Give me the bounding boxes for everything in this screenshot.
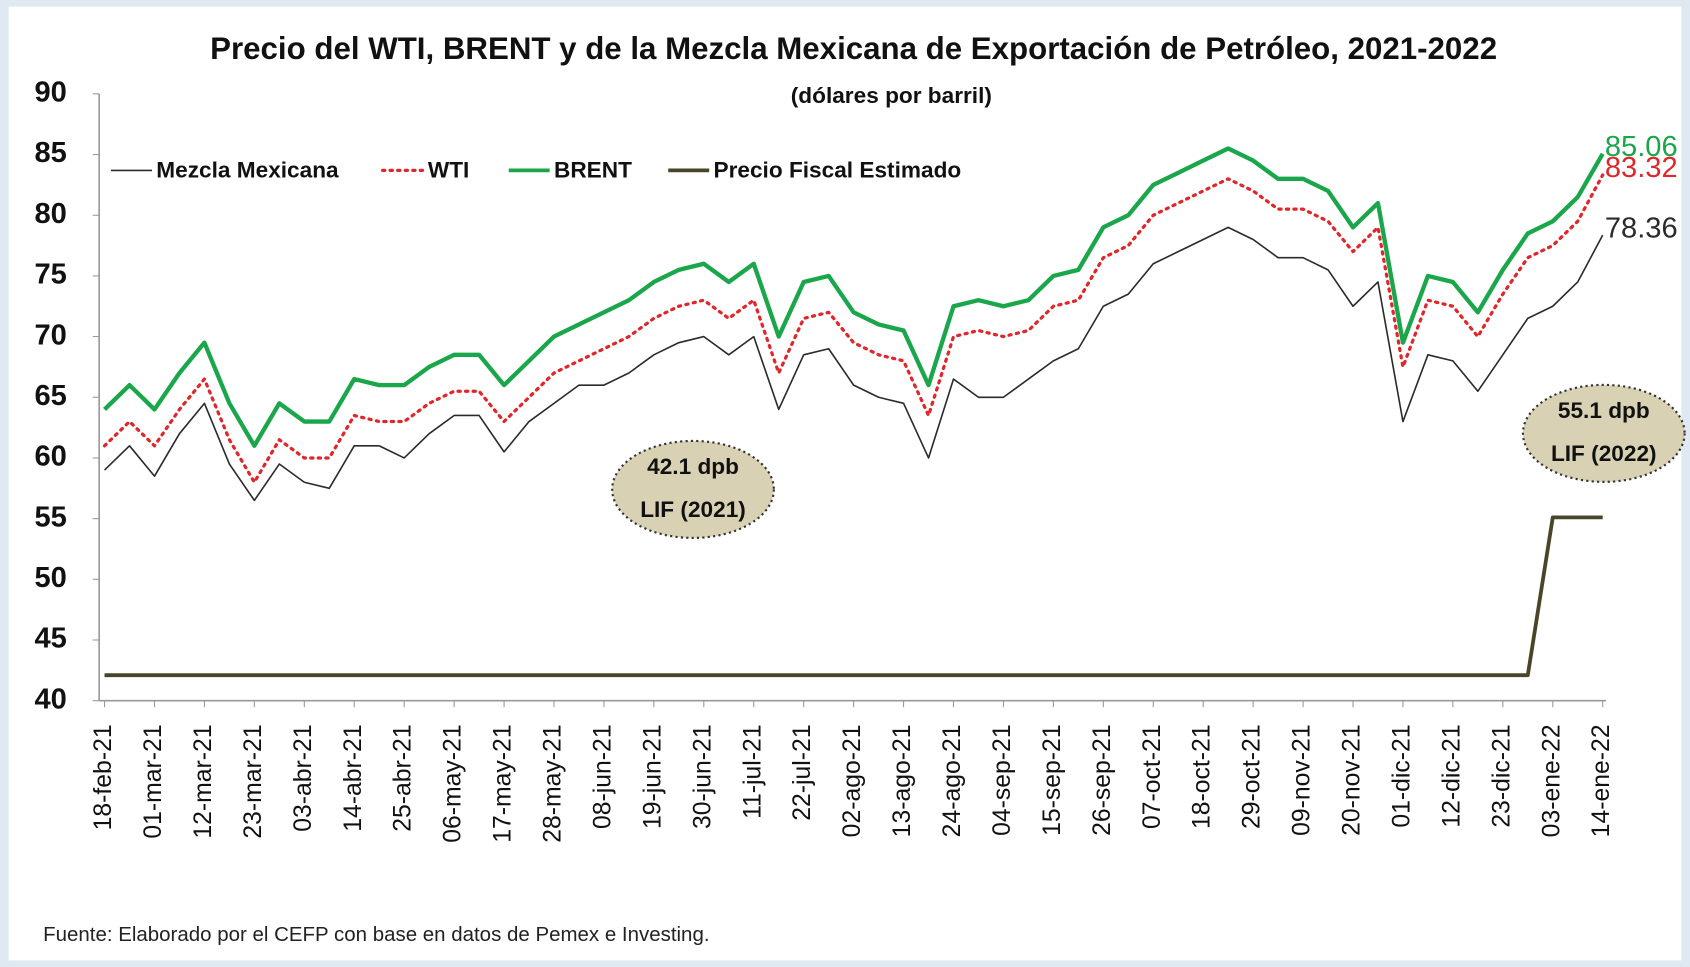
annotation-text: 55.1 dpb	[1558, 398, 1650, 423]
y-tick-label: 90	[34, 77, 66, 109]
y-tick-label: 85	[34, 137, 66, 169]
x-tick-label: 24-ago-21	[939, 724, 966, 837]
y-tick-label: 40	[34, 683, 66, 715]
x-tick-label: 03-abr-21	[290, 724, 317, 831]
x-tick-label: 23-dic-21	[1488, 724, 1515, 827]
y-tick-label: 55	[34, 501, 66, 533]
series-line	[103, 146, 1605, 448]
x-tick-label: 26-sep-21	[1089, 724, 1116, 836]
series-line	[102, 173, 1605, 484]
y-tick-label: 75	[34, 259, 66, 291]
x-tick-label: 29-oct-21	[1239, 724, 1266, 829]
y-tick-label: 45	[34, 623, 66, 655]
x-tick-label: 13-ago-21	[889, 724, 916, 837]
legend-label: BRENT	[554, 157, 632, 182]
y-tick-label: 70	[34, 319, 66, 351]
x-tick-label: 09-nov-21	[1289, 724, 1316, 836]
annotation-bubble	[611, 439, 775, 540]
x-tick-label: 19-jun-21	[639, 724, 666, 829]
annotation-bubble	[1521, 383, 1686, 483]
x-tick-label: 03-ene-22	[1538, 724, 1565, 837]
x-tick-label: 12-mar-21	[190, 724, 217, 838]
series-line	[103, 226, 1604, 502]
x-tick-label: 14-abr-21	[340, 724, 367, 831]
x-tick-label: 04-sep-21	[989, 724, 1016, 836]
chart-background	[8, 6, 1682, 961]
x-tick-label: 01-dic-21	[1388, 724, 1415, 827]
x-tick-label: 11-jul-21	[739, 724, 766, 819]
x-tick-label: 14-ene-22	[1588, 724, 1615, 837]
x-tick-label: 07-oct-21	[1139, 724, 1166, 829]
x-tick-label: 17-may-21	[490, 724, 517, 842]
annotation-text: 42.1 dpb	[647, 454, 739, 479]
end-value-label: 83.32	[1605, 152, 1678, 184]
end-value-label: 85.06	[1605, 131, 1678, 163]
y-tick-label: 50	[34, 562, 66, 594]
x-tick-label: 30-jun-21	[689, 724, 716, 829]
chart-title: Precio del WTI, BRENT y de la Mezcla Mex…	[210, 31, 1497, 66]
legend-label: Precio Fiscal Estimado	[714, 157, 962, 182]
x-tick-label: 28-may-21	[540, 724, 567, 842]
legend-label: WTI	[428, 157, 469, 182]
y-tick-label: 60	[34, 441, 66, 473]
x-tick-label: 15-sep-21	[1039, 724, 1066, 836]
x-tick-label: 02-ago-21	[839, 724, 866, 837]
x-tick-label: 08-jun-21	[589, 724, 616, 829]
x-tick-label: 18-feb-21	[90, 724, 117, 830]
source-note: Fuente: Elaborado por el CEFP con base e…	[43, 923, 709, 946]
x-tick-label: 06-may-21	[440, 724, 467, 842]
y-tick-label: 80	[34, 198, 66, 230]
annotation-text: LIF (2022)	[1551, 441, 1657, 466]
x-tick-label: 01-mar-21	[140, 724, 167, 838]
x-tick-label: 23-mar-21	[240, 724, 267, 838]
x-tick-label: 18-oct-21	[1189, 724, 1216, 829]
end-value-label: 78.36	[1605, 212, 1678, 244]
annotation-text: LIF (2021)	[640, 497, 746, 522]
x-tick-label: 20-nov-21	[1339, 724, 1366, 836]
series-line	[104, 515, 1603, 678]
y-tick-label: 65	[34, 380, 66, 412]
chart-subtitle: (dólares por barril)	[791, 83, 992, 108]
x-tick-label: 22-jul-21	[789, 724, 816, 820]
x-tick-label: 25-abr-21	[390, 724, 417, 831]
x-tick-label: 12-dic-21	[1438, 724, 1465, 827]
legend-label: Mezcla Mexicana	[156, 157, 339, 182]
